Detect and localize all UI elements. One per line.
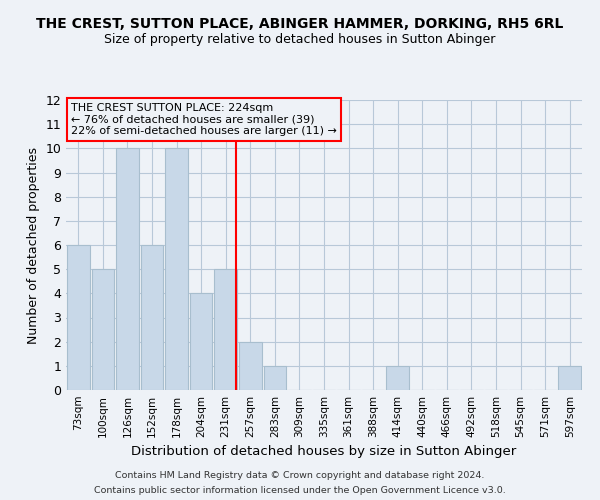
Text: THE CREST, SUTTON PLACE, ABINGER HAMMER, DORKING, RH5 6RL: THE CREST, SUTTON PLACE, ABINGER HAMMER,… (37, 18, 563, 32)
X-axis label: Distribution of detached houses by size in Sutton Abinger: Distribution of detached houses by size … (131, 446, 517, 458)
Bar (214, 269, 237, 390)
Bar (239, 342, 262, 390)
Bar (190, 294, 212, 390)
Text: Size of property relative to detached houses in Sutton Abinger: Size of property relative to detached ho… (104, 32, 496, 46)
Bar (386, 366, 409, 390)
Bar (116, 148, 139, 390)
Bar (140, 245, 163, 390)
Bar (92, 269, 114, 390)
Bar (263, 366, 286, 390)
Y-axis label: Number of detached properties: Number of detached properties (27, 146, 40, 344)
Bar (67, 245, 89, 390)
Bar (559, 366, 581, 390)
Text: THE CREST SUTTON PLACE: 224sqm
← 76% of detached houses are smaller (39)
22% of : THE CREST SUTTON PLACE: 224sqm ← 76% of … (71, 103, 337, 136)
Text: Contains HM Land Registry data © Crown copyright and database right 2024.: Contains HM Land Registry data © Crown c… (115, 471, 485, 480)
Bar (165, 148, 188, 390)
Text: Contains public sector information licensed under the Open Government Licence v3: Contains public sector information licen… (94, 486, 506, 495)
